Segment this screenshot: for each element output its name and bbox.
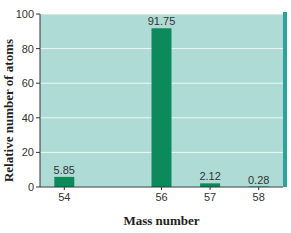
x-tick (210, 187, 211, 190)
y-tick-label: 40 (22, 112, 34, 124)
plot-edge (283, 12, 287, 187)
y-tick (36, 48, 40, 49)
y-tick (36, 187, 40, 188)
x-axis-title: Mass number (123, 213, 199, 228)
y-tick-label: 0 (28, 181, 34, 193)
plot-background (40, 14, 283, 187)
x-tick (258, 187, 259, 190)
y-tick (36, 152, 40, 153)
data-label: 0.28 (248, 174, 269, 186)
x-tick-label: 57 (204, 191, 216, 203)
y-axis (40, 14, 41, 187)
y-tick-label: 100 (16, 8, 34, 20)
x-tick (161, 187, 162, 190)
y-tick-label: 20 (22, 146, 34, 158)
data-label: 2.12 (199, 170, 220, 182)
y-axis-title: Relative number of atoms (1, 39, 16, 182)
y-tick-label: 80 (22, 43, 34, 55)
bar (152, 28, 172, 187)
y-tick (36, 117, 40, 118)
x-tick-label: 58 (253, 191, 265, 203)
bar (200, 183, 220, 187)
x-tick-label: 54 (58, 191, 70, 203)
x-tick-label: 56 (155, 191, 167, 203)
data-label: 91.75 (148, 15, 176, 27)
chart-root: 0 20 40 60 80 100 5.85 91.75 2.12 0.28 54 56 57 58 Mas… (0, 0, 291, 233)
x-tick (64, 187, 65, 190)
bars (54, 28, 268, 187)
data-label: 5.85 (54, 164, 75, 176)
y-tick-label: 60 (22, 77, 34, 89)
bar (54, 177, 74, 187)
y-tick (36, 83, 40, 84)
chart-svg: 0 20 40 60 80 100 5.85 91.75 2.12 0.28 54 56 57 58 Mas… (0, 0, 291, 233)
y-tick (36, 14, 40, 15)
